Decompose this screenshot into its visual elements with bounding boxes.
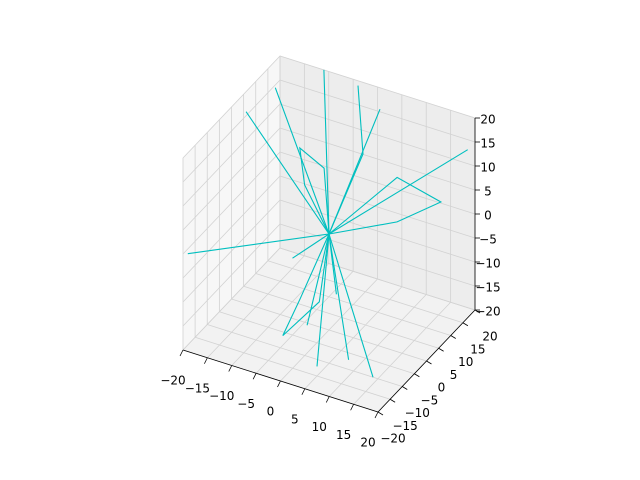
x-tick bbox=[204, 357, 208, 364]
y-axis-line bbox=[377, 309, 476, 413]
y-tick-label: 10 bbox=[458, 355, 473, 369]
y-tick bbox=[377, 411, 384, 416]
x-tick-label: 15 bbox=[336, 428, 351, 442]
z-tick-label: −20 bbox=[475, 305, 500, 319]
z-tick-label: −5 bbox=[479, 233, 497, 247]
grid-line bbox=[182, 175, 281, 279]
x-tick bbox=[228, 365, 233, 372]
x-tick bbox=[301, 388, 306, 395]
stream-line bbox=[282, 233, 330, 337]
x-tick bbox=[350, 404, 354, 411]
y-tick-label: −5 bbox=[421, 393, 439, 407]
x-axis-line bbox=[182, 349, 379, 413]
grid-line bbox=[182, 55, 281, 159]
z-tick-label: 15 bbox=[480, 137, 495, 151]
x-tick bbox=[325, 396, 330, 403]
stream-line bbox=[328, 85, 364, 235]
grid-line bbox=[182, 127, 281, 231]
x-tick-label: 20 bbox=[360, 436, 375, 450]
grid-line bbox=[207, 324, 403, 387]
x-tick bbox=[277, 380, 281, 388]
y-tick-label: −10 bbox=[405, 406, 430, 420]
x-tick bbox=[374, 411, 379, 419]
grid-line bbox=[182, 151, 281, 255]
grid-line bbox=[279, 223, 476, 287]
y-tick bbox=[389, 398, 396, 403]
grid-line bbox=[219, 311, 415, 375]
y-tick bbox=[426, 360, 432, 365]
grid-line bbox=[243, 285, 439, 349]
y-tick-label: 5 bbox=[450, 368, 458, 382]
stream-line bbox=[299, 146, 330, 235]
grid-line bbox=[279, 103, 476, 167]
y-tick-label: 0 bbox=[438, 381, 446, 395]
y-tick bbox=[450, 335, 456, 339]
y-tick-label: −15 bbox=[392, 419, 417, 433]
grid-line bbox=[182, 79, 281, 183]
y-tick bbox=[462, 322, 469, 327]
x-tick-label: 0 bbox=[267, 405, 275, 419]
grid-line bbox=[231, 298, 427, 362]
grid-line bbox=[182, 223, 281, 327]
x-tick-label: −20 bbox=[160, 374, 185, 388]
grid-line bbox=[279, 175, 476, 239]
x-tick-label: −15 bbox=[185, 381, 210, 395]
x-tick-label: 5 bbox=[291, 412, 299, 426]
y-tick-label: 20 bbox=[482, 330, 497, 344]
x-tick bbox=[252, 373, 257, 380]
x-tick bbox=[179, 349, 184, 357]
y-tick bbox=[414, 373, 420, 378]
z-tick-label: −15 bbox=[475, 281, 500, 295]
grid-line bbox=[267, 260, 463, 324]
y-tick bbox=[402, 386, 408, 390]
grid-line bbox=[182, 247, 281, 351]
y-tick-label: −20 bbox=[380, 432, 405, 446]
grid-line bbox=[279, 55, 476, 119]
x-tick-label: −5 bbox=[237, 397, 255, 411]
y-tick-label: 15 bbox=[470, 342, 485, 356]
grid-line bbox=[182, 103, 281, 207]
x-tick-label: −10 bbox=[209, 389, 234, 403]
z-tick-label: 20 bbox=[480, 113, 495, 127]
grid-line bbox=[279, 247, 476, 311]
y-tick bbox=[438, 347, 444, 352]
stream-line bbox=[328, 176, 443, 235]
grid-line bbox=[279, 127, 476, 191]
x-tick-label: 10 bbox=[312, 420, 327, 434]
z-tick-label: 0 bbox=[484, 209, 492, 223]
grid-line bbox=[279, 151, 476, 215]
z-tick-label: 10 bbox=[480, 161, 495, 175]
z-tick-label: −10 bbox=[475, 257, 500, 271]
grid-line bbox=[195, 336, 391, 400]
z-tick-label: 5 bbox=[484, 185, 492, 199]
grid-line bbox=[182, 199, 281, 303]
grid-line bbox=[279, 79, 476, 143]
grid-line bbox=[255, 273, 451, 336]
y-tick bbox=[474, 309, 481, 314]
